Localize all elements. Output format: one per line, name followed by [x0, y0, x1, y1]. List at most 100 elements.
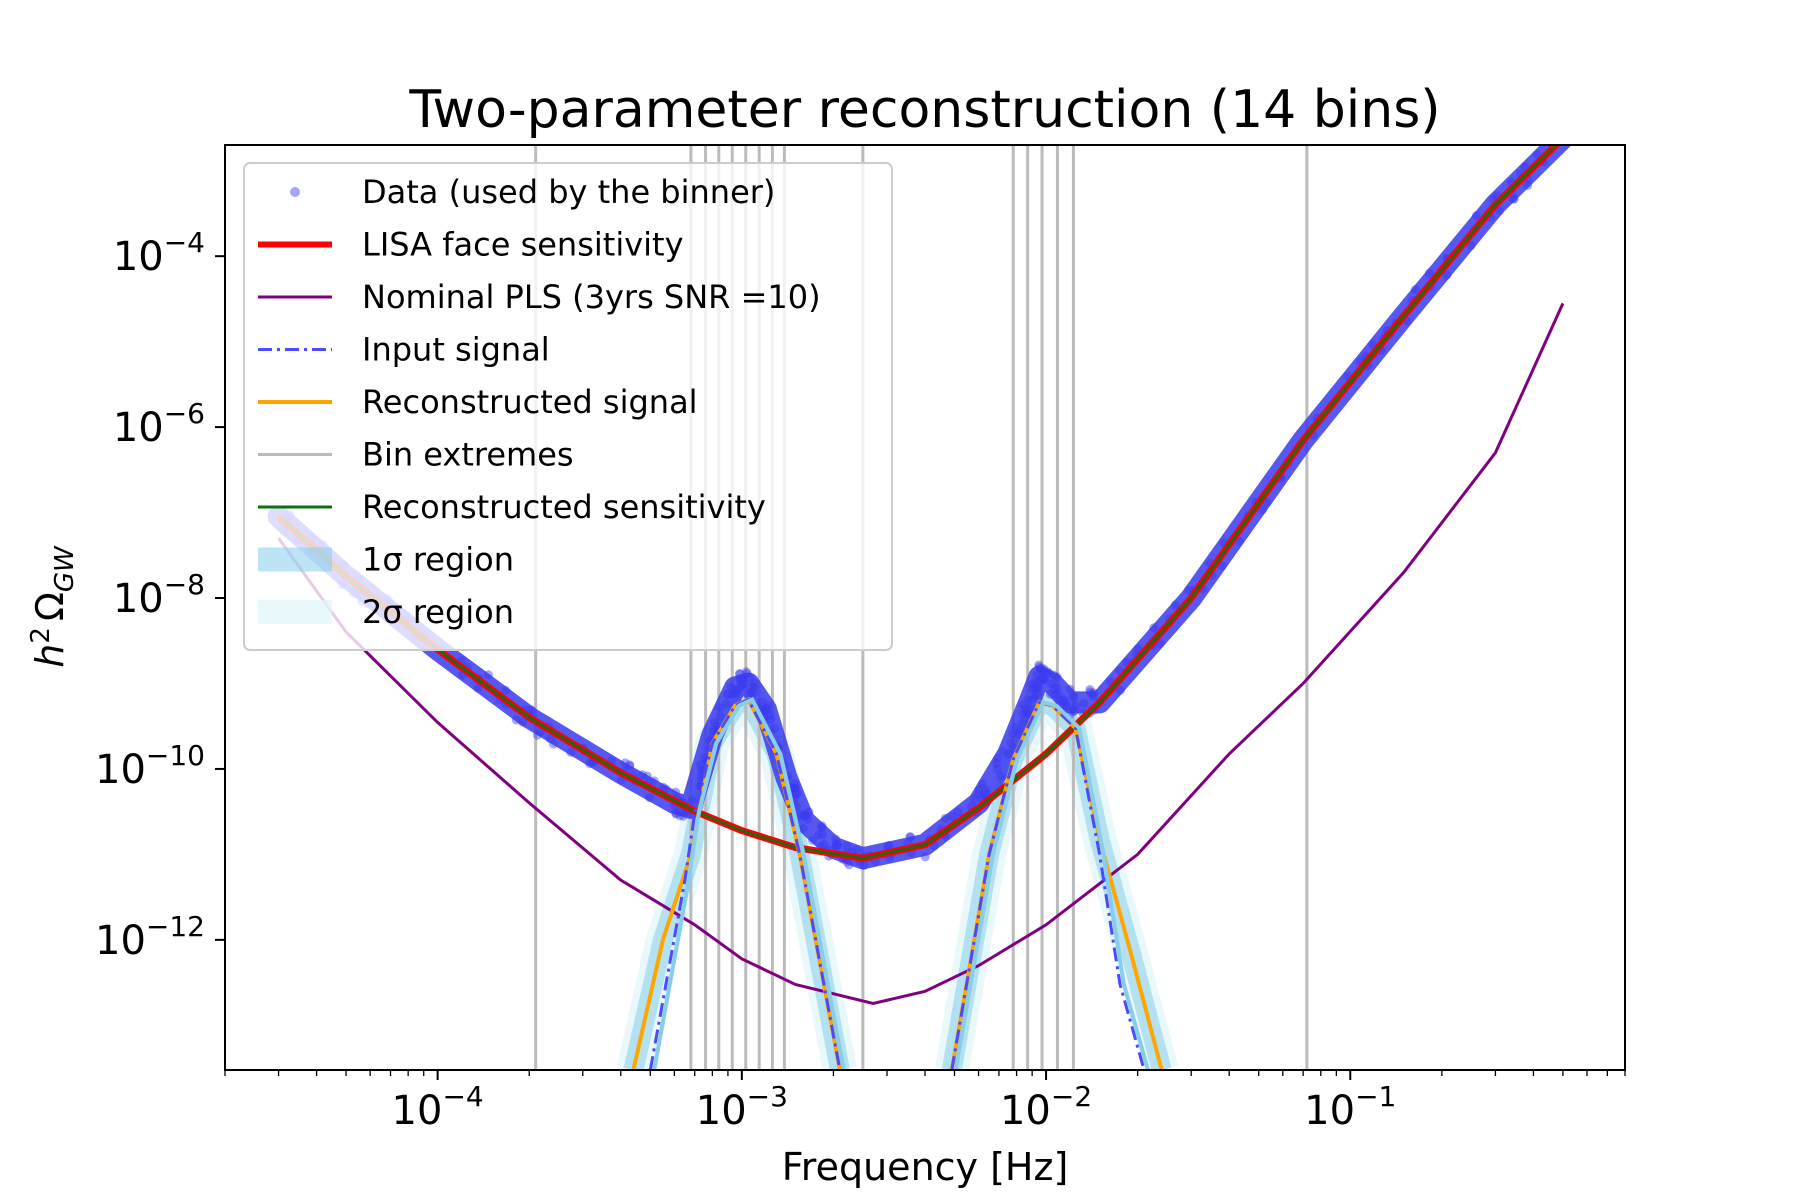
data-point: [1069, 706, 1079, 716]
data-point: [1069, 706, 1079, 716]
data-point: [1039, 674, 1049, 684]
data-point: [852, 845, 861, 855]
data-point: [737, 674, 746, 684]
data-point: [625, 760, 635, 770]
y-axis-label: h2ΩGW: [26, 545, 80, 668]
data-point: [831, 841, 841, 851]
data-point: [708, 725, 718, 735]
data-point: [1030, 691, 1040, 701]
legend-entry: 1σ region: [258, 541, 514, 579]
data-point: [1022, 708, 1032, 718]
data-point: [1027, 685, 1037, 694]
data-point: [1089, 688, 1099, 698]
data-point: [1018, 700, 1028, 710]
data-point: [800, 811, 809, 821]
data-point: [483, 670, 493, 680]
data-point: [1523, 180, 1533, 190]
legend-frame: [243, 162, 893, 651]
legend-label: Bin extremes: [362, 436, 574, 474]
data-point: [1015, 726, 1025, 736]
data-point: [1031, 682, 1041, 692]
data-point: [792, 789, 802, 799]
data-point: [645, 793, 655, 803]
y-tick-label: 10−6: [113, 397, 205, 451]
data-point: [799, 809, 809, 819]
data-point: [1085, 687, 1095, 697]
data-point: [1030, 678, 1040, 688]
data-point: [789, 779, 799, 789]
data-point: [1495, 206, 1504, 216]
data-point: [974, 789, 984, 799]
data-point: [831, 834, 841, 844]
data-point: [803, 814, 812, 824]
legend-patch-swatch: [258, 547, 332, 572]
data-point: [728, 689, 738, 699]
legend-entry: Reconstructed sensitivity: [258, 488, 766, 526]
data-point: [1054, 689, 1064, 699]
data-point: [1028, 694, 1038, 704]
legend-patch-swatch: [258, 600, 332, 624]
legend-entry: 2σ region: [258, 593, 514, 631]
data-point: [678, 811, 688, 821]
data-point: [798, 823, 808, 833]
x-tick-label: 10−2: [1000, 1080, 1092, 1134]
data-point: [831, 840, 841, 850]
data-point: [790, 788, 800, 798]
data-point: [746, 688, 756, 698]
data-point: [700, 753, 710, 762]
data-point: [762, 704, 772, 714]
reconstructed-sensitivity-curve: [277, 145, 1558, 860]
data-point: [1045, 689, 1055, 699]
data-point: [749, 678, 759, 688]
data-point: [980, 789, 990, 798]
legend-entry: Data (used by the binner): [290, 173, 775, 211]
legend: Data (used by the binner) LISA face sensi…: [243, 162, 893, 651]
data-point: [518, 717, 527, 727]
data-point: [801, 811, 811, 821]
data-point: [511, 715, 521, 725]
data-point: [1043, 668, 1053, 678]
data-point: [884, 840, 894, 850]
y-tick-label: 10−8: [113, 568, 205, 622]
data-point: [740, 679, 750, 689]
data-point: [721, 699, 731, 709]
legend-entry: Reconstructed signal: [258, 383, 698, 421]
legend-entry: Nominal PLS (3yrs SNR =10): [258, 278, 821, 316]
data-point: [998, 746, 1008, 756]
data-point: [1029, 684, 1039, 694]
data-point: [1064, 701, 1073, 711]
data-point: [737, 675, 747, 684]
data-point: [741, 667, 751, 677]
data-point: [746, 687, 756, 697]
data-point: [764, 710, 773, 720]
data-point: [1020, 704, 1030, 714]
data-point: [1033, 689, 1042, 699]
signal-peak-band-line: [652, 696, 846, 1070]
data-point: [1035, 675, 1045, 685]
data-point: [953, 807, 963, 817]
signal-curves: [631, 696, 1164, 1070]
x-axis-label: Frequency [Hz]: [782, 1145, 1069, 1189]
data-point: [1170, 600, 1180, 610]
data-point: [501, 685, 511, 695]
data-point: [804, 807, 814, 817]
data-point: [1071, 701, 1081, 711]
data-point: [1085, 685, 1095, 694]
data-point: [1471, 211, 1481, 220]
data-point: [1087, 689, 1097, 699]
data-point: [842, 857, 852, 867]
data-point: [790, 783, 800, 793]
data-point: [1004, 749, 1014, 759]
data-point: [1069, 693, 1079, 702]
legend-label: Input signal: [362, 331, 550, 369]
data-point: [940, 813, 950, 823]
data-point: [1023, 695, 1033, 705]
data-point: [1039, 668, 1049, 678]
y-tick-label: 10−12: [95, 910, 205, 964]
data-point: [1043, 667, 1053, 677]
x-tick-label: 10−1: [1304, 1080, 1396, 1134]
data-point: [649, 776, 659, 786]
data-point: [1088, 692, 1098, 702]
data-point: [1049, 684, 1059, 694]
x-tick-label: 10−3: [696, 1080, 788, 1134]
